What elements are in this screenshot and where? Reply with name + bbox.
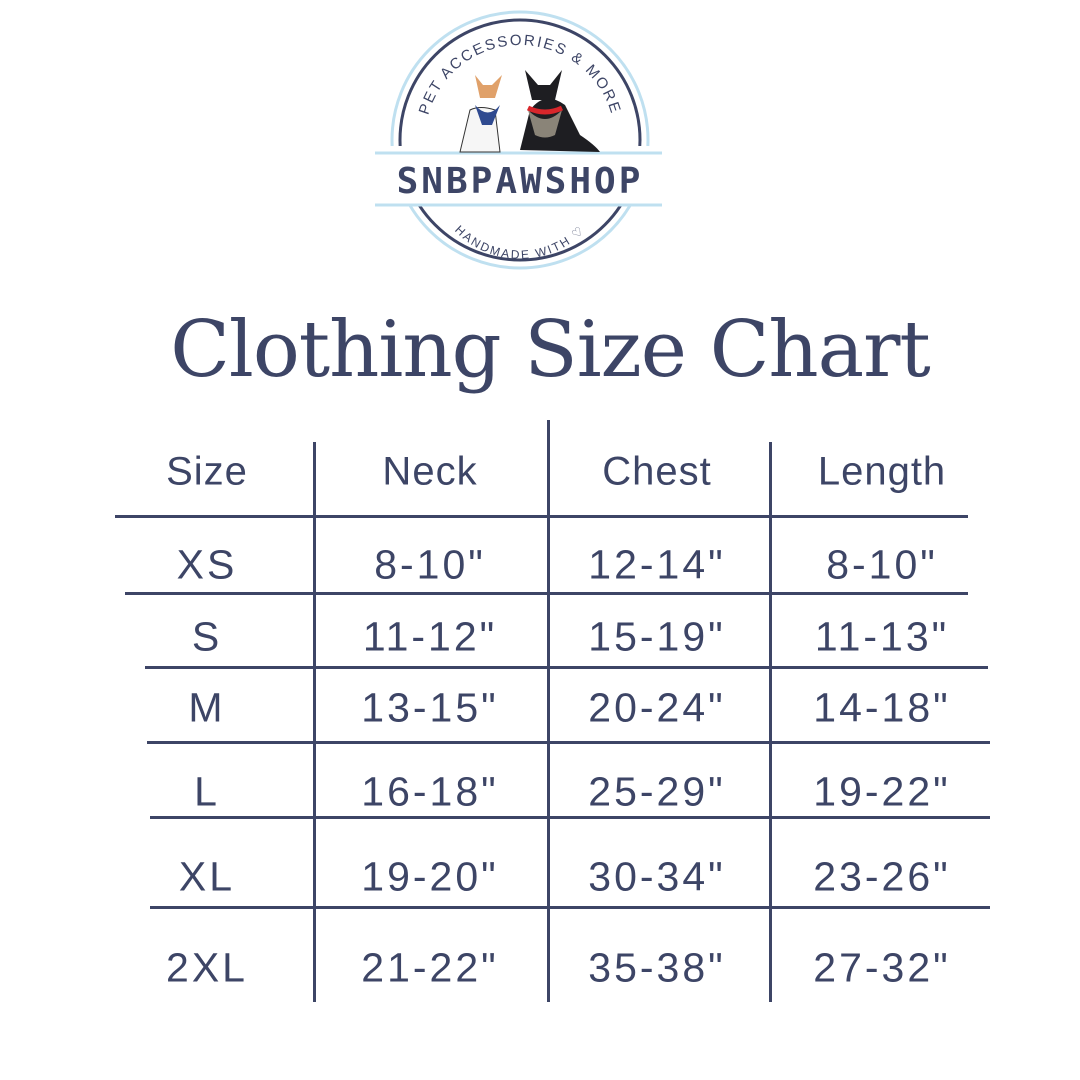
cell-neck: 13-15" bbox=[361, 684, 499, 731]
cell-neck: 8-10" bbox=[374, 541, 486, 588]
page-title: Clothing Size Chart bbox=[170, 305, 931, 395]
row-divider bbox=[125, 592, 968, 595]
cell-chest: 25-29" bbox=[588, 768, 726, 815]
cell-chest: 15-19" bbox=[588, 613, 726, 660]
cell-size: L bbox=[194, 768, 220, 815]
cell-neck: 16-18" bbox=[361, 768, 499, 815]
header-length: Length bbox=[817, 449, 947, 494]
cell-chest: 35-38" bbox=[588, 944, 726, 991]
cell-neck: 19-20" bbox=[361, 853, 499, 900]
svg-text:HANDMADE WITH ♡: HANDMADE WITH ♡ bbox=[452, 222, 588, 261]
row-divider bbox=[145, 666, 988, 669]
row-divider bbox=[147, 741, 990, 744]
cell-size: XL bbox=[178, 853, 236, 900]
cell-size: XS bbox=[176, 541, 238, 588]
cell-neck: 21-22" bbox=[361, 944, 499, 991]
cell-length: 27-32" bbox=[813, 944, 951, 991]
column-divider bbox=[547, 420, 550, 1002]
row-divider bbox=[150, 906, 990, 909]
cell-length: 19-22" bbox=[813, 768, 951, 815]
cell-chest: 30-34" bbox=[588, 853, 726, 900]
cell-neck: 11-12" bbox=[362, 613, 498, 660]
dogs-illustration bbox=[459, 70, 600, 153]
cell-length: 8-10" bbox=[826, 541, 938, 588]
header-chest: Chest bbox=[602, 449, 712, 494]
column-divider bbox=[313, 442, 316, 1002]
cell-size: M bbox=[188, 684, 226, 731]
cell-length: 23-26" bbox=[813, 853, 951, 900]
row-divider bbox=[115, 515, 968, 518]
header-neck: Neck bbox=[382, 449, 478, 494]
svg-text:SNBPAWSHOP: SNBPAWSHOP bbox=[397, 161, 644, 202]
header-size: Size bbox=[166, 449, 248, 494]
row-divider bbox=[150, 816, 990, 819]
cell-size: 2XL bbox=[166, 944, 248, 991]
cell-length: 11-13" bbox=[814, 613, 950, 660]
cell-chest: 20-24" bbox=[588, 684, 726, 731]
cell-size: S bbox=[191, 613, 223, 660]
cell-chest: 12-14" bbox=[588, 541, 726, 588]
column-divider bbox=[769, 442, 772, 1002]
cell-length: 14-18" bbox=[813, 684, 951, 731]
snbpawshop-logo: PET ACCESSORIES & MORE HANDMADE WITH ♡ S… bbox=[370, 10, 670, 270]
